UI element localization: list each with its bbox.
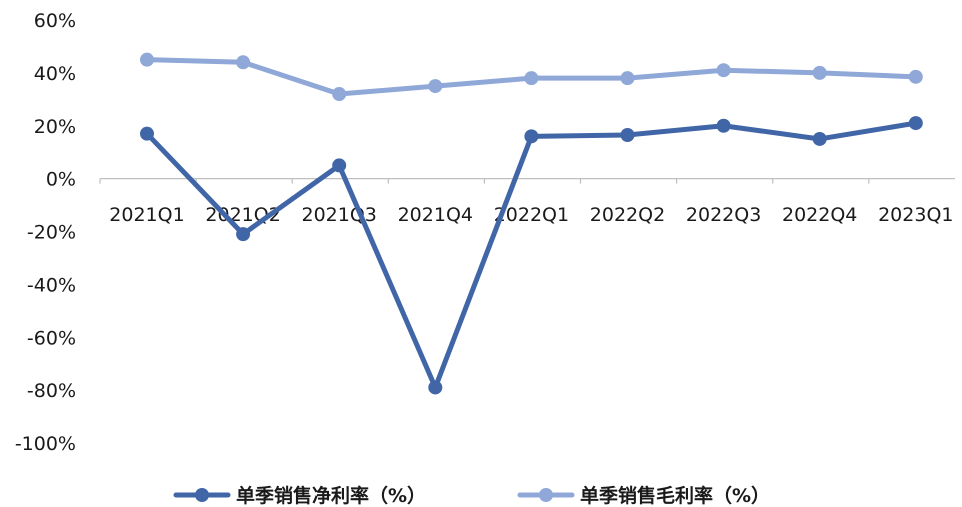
data-point [332, 87, 347, 102]
data-point [620, 71, 635, 86]
legend-item: 单季销售毛利率（%） [517, 484, 770, 507]
data-point [140, 126, 154, 141]
data-point [812, 131, 827, 146]
y-tick-label: 20% [34, 116, 76, 138]
x-tick-label: 2023Q1 [878, 204, 953, 226]
y-tick-label: -20% [27, 222, 76, 244]
data-point [140, 52, 154, 67]
data-point [908, 69, 923, 84]
x-tick-label: 2021Q1 [109, 204, 184, 226]
series-2 [140, 52, 923, 102]
data-point [716, 118, 731, 133]
legend: 单季销售净利率（%） 单季销售毛利率（%） [173, 484, 770, 507]
y-tick-label: -80% [27, 380, 76, 402]
x-tick-label: 2021Q4 [398, 204, 473, 226]
series-line [144, 120, 919, 390]
legend-label: 单季销售净利率（%） [236, 484, 426, 507]
data-point [908, 116, 923, 131]
y-axis: 60% 40% 20% 0% -20% -40% -60% -80% -100% [15, 10, 76, 455]
x-tick-label: 2022Q4 [782, 204, 857, 226]
x-tick-label: 2022Q1 [494, 204, 569, 226]
data-point [812, 65, 827, 80]
y-tick-label: 0% [46, 169, 76, 191]
series-1 [140, 116, 923, 395]
x-tick-label: 2022Q3 [686, 204, 761, 226]
data-point [236, 55, 251, 70]
data-point [332, 158, 347, 173]
x-axis: 2021Q1 2021Q2 2021Q3 2021Q4 2022Q1 2022Q2 2022… [99, 178, 955, 226]
data-point [428, 79, 443, 94]
y-tick-label: -100% [15, 433, 76, 455]
data-point [524, 129, 539, 144]
series-layer [140, 52, 923, 395]
legend-marker-swatch [195, 488, 209, 502]
legend-label: 单季销售毛利率（%） [580, 484, 770, 507]
y-tick-label: -60% [27, 327, 76, 349]
x-tick-label: 2022Q2 [590, 204, 665, 226]
data-point [428, 380, 443, 395]
y-tick-label: 40% [34, 63, 76, 85]
legend-marker-swatch [539, 488, 553, 502]
legend-item: 单季销售净利率（%） [173, 484, 426, 507]
data-point [716, 63, 731, 78]
data-point [524, 71, 539, 86]
data-point [236, 227, 251, 242]
y-tick-label: 60% [34, 10, 76, 32]
data-point [620, 128, 635, 143]
y-tick-label: -40% [27, 274, 76, 296]
